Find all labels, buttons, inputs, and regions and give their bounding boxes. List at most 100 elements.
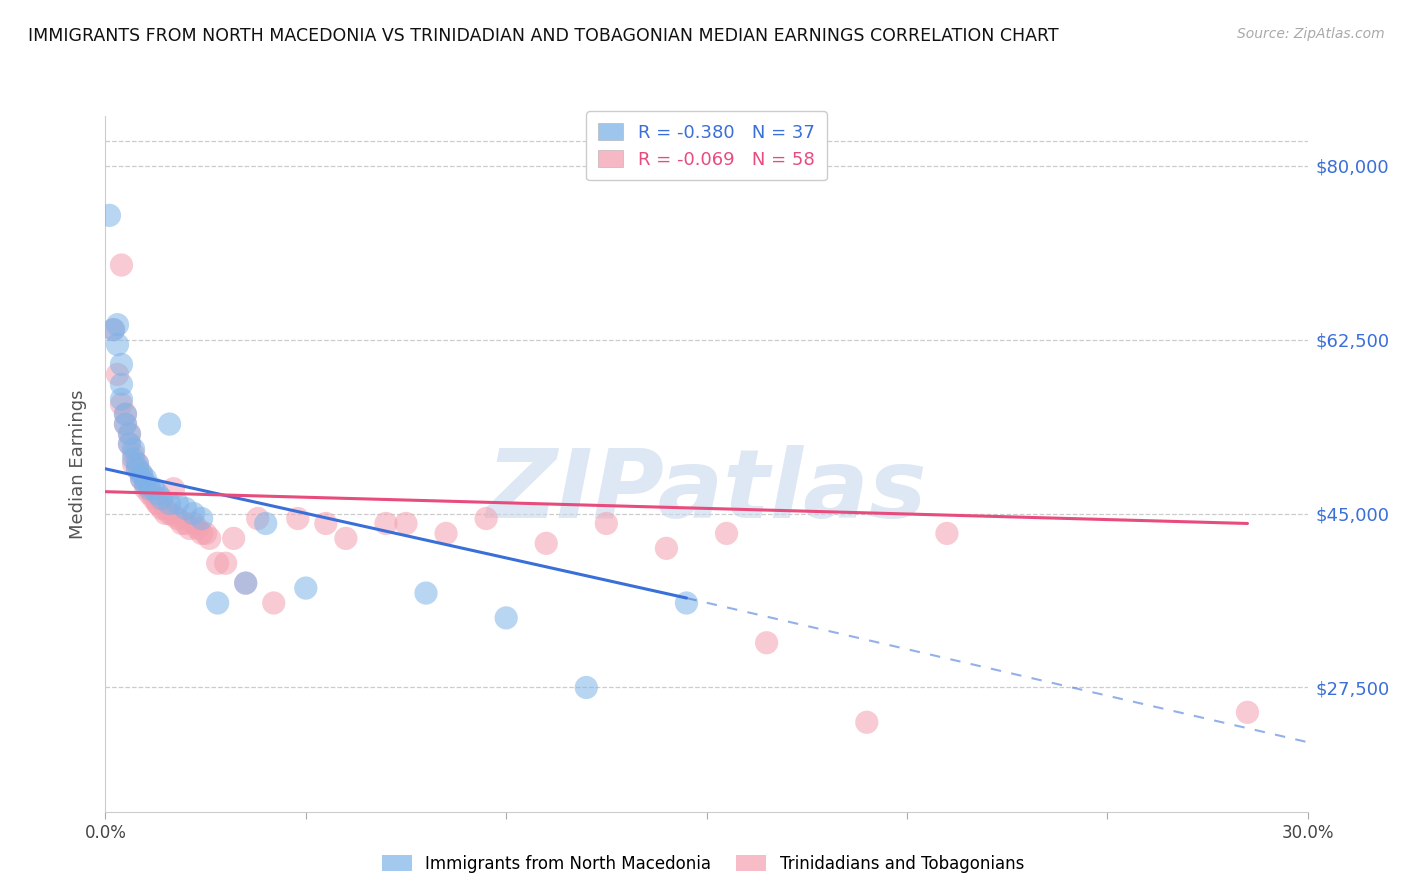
Point bbox=[162, 482, 184, 496]
Point bbox=[142, 482, 165, 496]
Point bbox=[174, 501, 197, 516]
Point bbox=[655, 541, 678, 556]
Point bbox=[170, 516, 193, 531]
Point bbox=[187, 521, 209, 535]
Point bbox=[162, 508, 184, 523]
Point bbox=[122, 451, 145, 466]
Point bbox=[131, 467, 153, 481]
Point bbox=[107, 337, 129, 351]
Text: Source: ZipAtlas.com: Source: ZipAtlas.com bbox=[1237, 27, 1385, 41]
Point bbox=[131, 472, 153, 486]
Point bbox=[159, 497, 181, 511]
Point bbox=[98, 208, 121, 222]
Point bbox=[166, 497, 188, 511]
Point bbox=[110, 258, 132, 272]
Point bbox=[103, 323, 125, 337]
Point bbox=[395, 516, 418, 531]
Point bbox=[246, 511, 269, 525]
Point bbox=[114, 417, 136, 431]
Point bbox=[755, 636, 778, 650]
Point bbox=[155, 501, 177, 516]
Point bbox=[374, 516, 398, 531]
Point bbox=[114, 407, 136, 421]
Point bbox=[207, 556, 229, 570]
Point bbox=[254, 516, 277, 531]
Point bbox=[142, 489, 165, 503]
Point bbox=[1236, 706, 1258, 720]
Point bbox=[295, 581, 318, 595]
Legend: R = -0.380   N = 37, R = -0.069   N = 58: R = -0.380 N = 37, R = -0.069 N = 58 bbox=[586, 112, 827, 180]
Point bbox=[127, 457, 149, 471]
Point bbox=[122, 447, 145, 461]
Point bbox=[159, 507, 181, 521]
Point bbox=[415, 586, 437, 600]
Point bbox=[475, 511, 498, 525]
Point bbox=[146, 486, 169, 500]
Point bbox=[235, 576, 257, 591]
Point bbox=[127, 462, 149, 476]
Point bbox=[127, 457, 149, 471]
Point bbox=[118, 437, 141, 451]
Point bbox=[135, 472, 157, 486]
Point bbox=[110, 377, 132, 392]
Point bbox=[534, 536, 557, 550]
Point bbox=[855, 715, 877, 730]
Point bbox=[103, 323, 125, 337]
Point bbox=[716, 526, 738, 541]
Point bbox=[207, 596, 229, 610]
Point bbox=[127, 462, 149, 476]
Point bbox=[135, 476, 157, 491]
Point bbox=[135, 482, 157, 496]
Point bbox=[118, 427, 141, 442]
Point bbox=[595, 516, 617, 531]
Point bbox=[190, 526, 212, 541]
Point bbox=[107, 368, 129, 382]
Point bbox=[135, 476, 157, 491]
Point bbox=[146, 497, 169, 511]
Point bbox=[183, 507, 205, 521]
Text: ZIPatlas: ZIPatlas bbox=[486, 445, 927, 538]
Point bbox=[110, 392, 132, 407]
Point bbox=[174, 516, 197, 531]
Point bbox=[138, 486, 160, 500]
Point bbox=[166, 511, 188, 525]
Point bbox=[114, 407, 136, 421]
Legend: Immigrants from North Macedonia, Trinidadians and Tobagonians: Immigrants from North Macedonia, Trinida… bbox=[375, 848, 1031, 880]
Point bbox=[315, 516, 337, 531]
Point bbox=[179, 521, 201, 535]
Point bbox=[159, 417, 181, 431]
Point bbox=[107, 318, 129, 332]
Point bbox=[222, 532, 245, 546]
Y-axis label: Median Earnings: Median Earnings bbox=[69, 389, 87, 539]
Point bbox=[183, 516, 205, 531]
Point bbox=[110, 397, 132, 411]
Point bbox=[936, 526, 959, 541]
Text: IMMIGRANTS FROM NORTH MACEDONIA VS TRINIDADIAN AND TOBAGONIAN MEDIAN EARNINGS CO: IMMIGRANTS FROM NORTH MACEDONIA VS TRINI… bbox=[28, 27, 1059, 45]
Point bbox=[150, 501, 173, 516]
Point bbox=[287, 511, 309, 525]
Point bbox=[194, 526, 217, 541]
Point bbox=[190, 511, 212, 525]
Point bbox=[142, 491, 165, 506]
Point bbox=[138, 482, 160, 496]
Point bbox=[110, 358, 132, 372]
Point bbox=[155, 507, 177, 521]
Point bbox=[114, 417, 136, 431]
Point bbox=[138, 482, 160, 496]
Point bbox=[118, 427, 141, 442]
Point bbox=[131, 472, 153, 486]
Point bbox=[235, 576, 257, 591]
Point bbox=[214, 556, 236, 570]
Point bbox=[198, 532, 221, 546]
Point bbox=[335, 532, 357, 546]
Point bbox=[146, 497, 169, 511]
Point bbox=[263, 596, 285, 610]
Point bbox=[434, 526, 457, 541]
Point bbox=[131, 467, 153, 481]
Point bbox=[495, 611, 517, 625]
Point bbox=[675, 596, 697, 610]
Point bbox=[118, 437, 141, 451]
Point bbox=[122, 457, 145, 471]
Point bbox=[150, 491, 173, 506]
Point bbox=[575, 681, 598, 695]
